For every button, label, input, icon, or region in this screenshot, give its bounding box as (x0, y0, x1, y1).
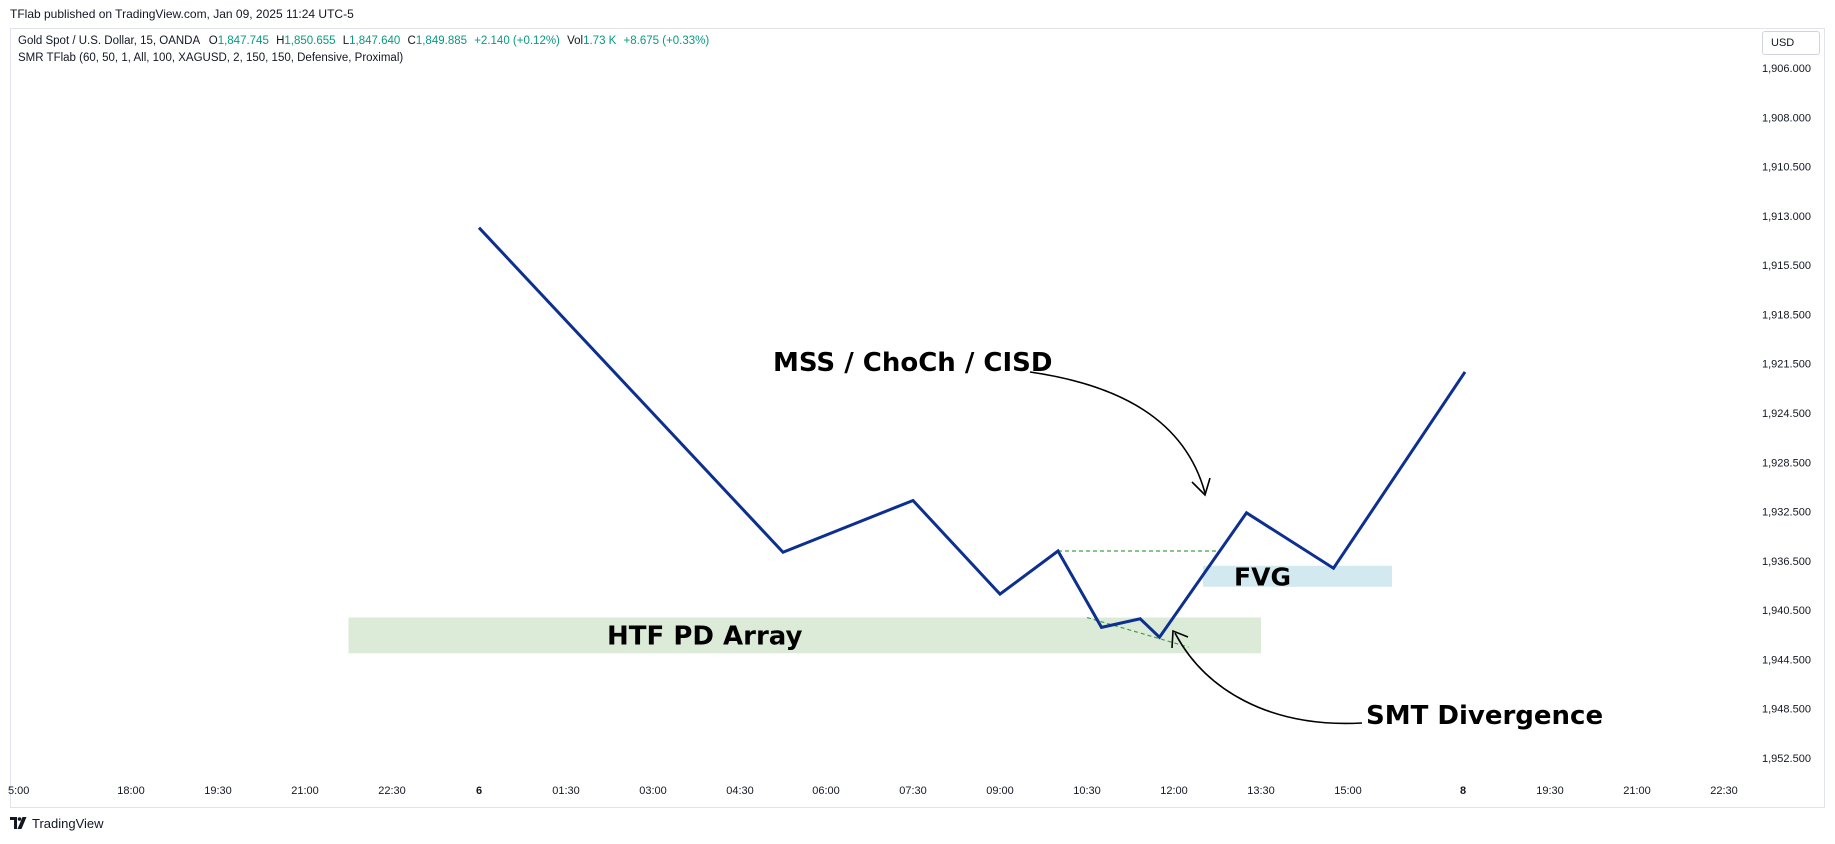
publisher-line: TFlab published on TradingView.com, Jan … (10, 7, 354, 21)
htf-pd-array-label: HTF PD Array (607, 621, 803, 651)
price-tick-label: 1,908.000 (1762, 112, 1811, 124)
time-tick-label: 19:30 (1536, 785, 1564, 797)
time-tick-label: 18:00 (117, 785, 145, 797)
dashed-levels-layer (1058, 550, 1218, 648)
smt-arrow-head-icon (1171, 629, 1189, 649)
open-value: 1,847.745 (217, 35, 269, 47)
price-line-layer (477, 226, 1467, 640)
change-value: +2.140 (+0.12%) (474, 35, 560, 47)
chart-frame[interactable] (10, 28, 1825, 808)
price-tick-label: 1,932.500 (1762, 507, 1811, 519)
open-label: O (208, 35, 218, 47)
mss-choch-cisd-label: MSS / ChoCh / CISD (773, 348, 1052, 378)
time-tick-label: 21:00 (1623, 785, 1651, 797)
annotations-layer: MSS / ChoCh / CISD SMT Divergence (773, 348, 1603, 731)
brand-name: TradingView (32, 816, 104, 831)
time-tick-label: 07:30 (899, 785, 927, 797)
price-tick-label: 1,921.500 (1762, 359, 1811, 371)
zones-layer: HTF PD Array FVG (348, 562, 1392, 654)
smt-arrow (1174, 632, 1363, 725)
price-tick-label: 1,948.500 (1762, 704, 1811, 716)
price-tick-label: 1,952.500 (1762, 753, 1811, 765)
close-value: 1,849.885 (415, 35, 468, 47)
close-label: C (407, 35, 416, 47)
ohlc-legend: Gold Spot / U.S. Dollar, 15, OANDA O1,84… (18, 35, 709, 47)
volume-change: +8.675 (+0.33%) (623, 35, 710, 47)
time-tick-label: 21:00 (291, 785, 319, 797)
high-value: 1,850.655 (284, 35, 336, 47)
time-tick-label: 06:00 (812, 785, 840, 797)
time-tick-label: 15:00 (1334, 785, 1362, 797)
tradingview-logo-icon (10, 817, 27, 829)
time-tick-label: 09:00 (986, 785, 1014, 797)
price-tick-label: 1,940.500 (1762, 605, 1811, 617)
price-tick-label: 1,944.500 (1762, 654, 1811, 666)
fvg-label: FVG (1234, 562, 1291, 591)
volume-label: Vol (567, 35, 584, 47)
time-axis[interactable]: 5:00 18:00 19:30 21:00 22:30 6 01:30 03:00 04:30… (8, 785, 1738, 797)
time-tick-label: 01:30 (552, 785, 580, 797)
time-tick-label: 5:00 (8, 785, 29, 797)
price-tick-label: 1,906.000 (1762, 63, 1811, 75)
time-tick-label: 22:30 (1710, 785, 1738, 797)
price-tick-label: 1,918.500 (1762, 309, 1811, 321)
price-tick-label: 1,910.500 (1762, 162, 1811, 174)
fvg-zone[interactable] (1203, 565, 1392, 587)
time-tick-label: 13:30 (1247, 785, 1275, 797)
price-tick-label: 1,928.500 (1762, 457, 1811, 469)
smt-dashed-line (1086, 616, 1189, 648)
price-tick-label: 1,913.000 (1762, 211, 1811, 223)
volume-value: 1.73 K (583, 35, 617, 47)
time-tick-label: 8 (1460, 785, 1466, 797)
mss-arrow (1029, 371, 1206, 494)
price-tick-label: 1,924.500 (1762, 408, 1811, 420)
symbol-name[interactable]: Gold Spot / U.S. Dollar, 15, OANDA (18, 35, 200, 47)
time-tick-label: 03:00 (639, 785, 667, 797)
smt-divergence-label: SMT Divergence (1366, 701, 1603, 731)
indicator-name[interactable]: SMR TFlab (60, 50, 1, All, 100, XAGUSD, … (18, 52, 404, 64)
time-tick-label: 04:30 (726, 785, 754, 797)
indicator-legend: SMR TFlab (60, 50, 1, All, 100, XAGUSD, … (18, 52, 403, 64)
time-tick-label: 6 (476, 785, 482, 797)
mss-arrow-head-icon (1191, 477, 1211, 497)
currency-button[interactable]: USD (1762, 31, 1820, 55)
time-tick-label: 12:00 (1160, 785, 1188, 797)
time-tick-label: 22:30 (378, 785, 406, 797)
price-axis[interactable]: 1,906.000 1,908.000 1,910.500 1,913.000 1,91… (1762, 63, 1811, 765)
high-label: H (276, 35, 285, 47)
footer-brand[interactable]: TradingView (10, 816, 104, 836)
time-tick-label: 19:30 (204, 785, 232, 797)
top-bar: TFlab published on TradingView.com, Jan … (0, 0, 1835, 28)
time-tick-label: 10:30 (1073, 785, 1101, 797)
price-tick-label: 1,915.500 (1762, 260, 1811, 272)
price-tick-label: 1,936.500 (1762, 556, 1811, 568)
low-label: L (342, 35, 350, 47)
low-value: 1,847.640 (349, 35, 401, 47)
